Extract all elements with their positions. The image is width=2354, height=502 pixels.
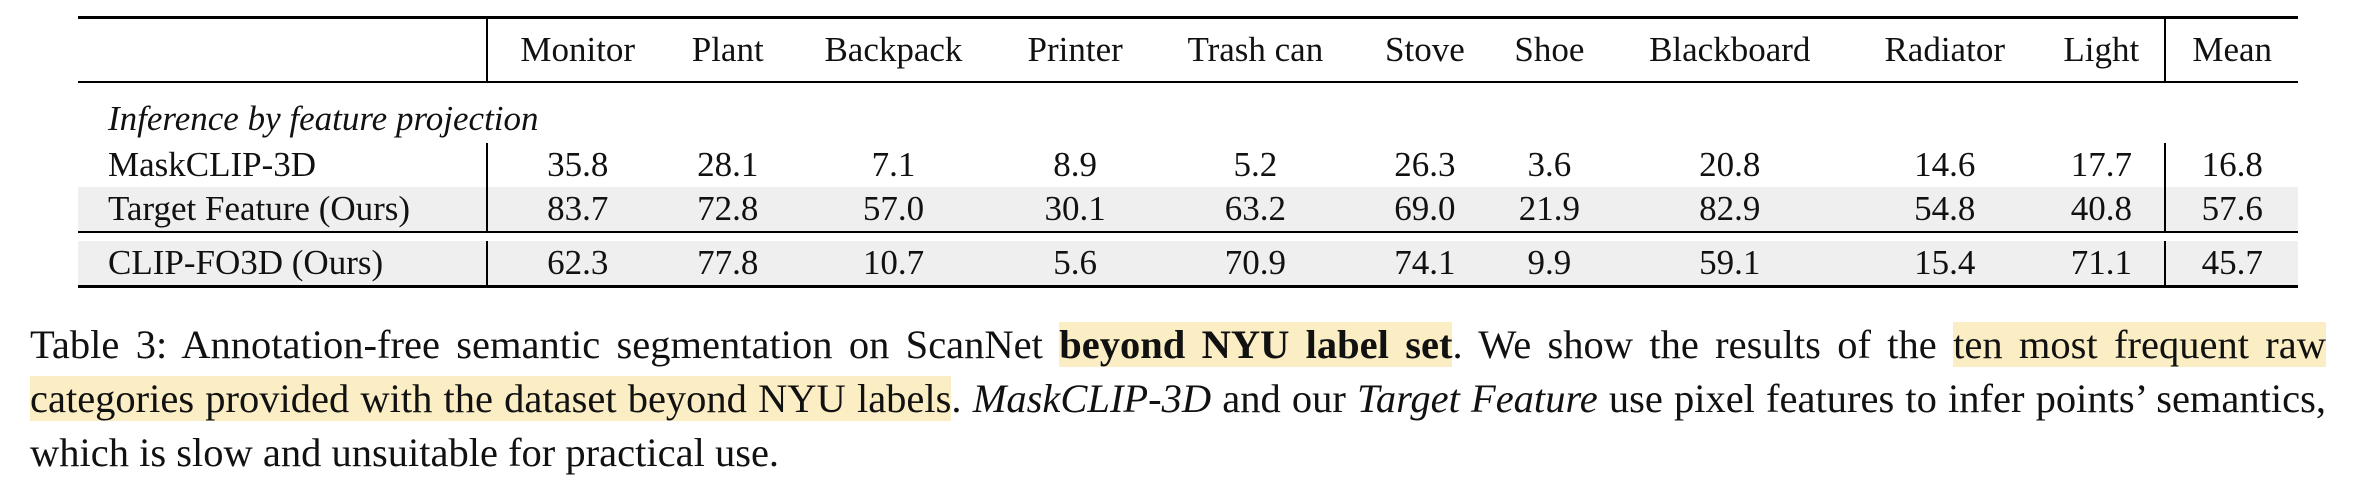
caption-text: . We show the results of the (1452, 322, 1954, 367)
value-cell: 20.8 (1699, 145, 1761, 184)
value-cell: 14.6 (1914, 145, 1976, 184)
section-label: Inference by feature projection (108, 99, 539, 138)
value-cell: 69.0 (1359, 187, 1491, 231)
caption-italic: Target Feature (1357, 376, 1598, 421)
value-cell: 7.1 (871, 145, 916, 184)
table-spacer (78, 232, 2298, 241)
value-cell: 82.9 (1608, 187, 1852, 231)
value-cell: 62.3 (485, 241, 668, 287)
value-cell: 83.7 (485, 187, 668, 231)
header-cell: Backpack (824, 30, 963, 69)
method-name: Target Feature (Ours) (78, 187, 487, 231)
value-cell: 54.8 (1851, 187, 2039, 231)
value-cell: 74.1 (1359, 241, 1491, 287)
header-cell: Printer (1027, 30, 1123, 69)
value-cell: 30.1 (998, 187, 1152, 231)
table-header-row: Monitor Plant Backpack Printer Trash can… (78, 17, 2298, 83)
value-cell: 63.2 (1151, 187, 1360, 231)
header-method-cell (78, 18, 487, 83)
value-cell: 70.9 (1151, 241, 1360, 287)
value-cell: 72.8 (667, 187, 788, 231)
table-row: MaskCLIP-3D 35.8 28.1 7.1 8.9 5.2 26.3 3… (78, 143, 2298, 187)
value-cell: 45.7 (2164, 241, 2298, 287)
spacer-cell (78, 232, 2298, 241)
table-caption: Table 3: Annotation-free semantic segmen… (30, 318, 2326, 480)
caption-text: Table 3: Annotation-free semantic segmen… (30, 322, 1060, 367)
value-cell: 15.4 (1851, 241, 2039, 287)
value-cell: 9.9 (1490, 241, 1609, 287)
value-cell: 5.6 (998, 241, 1152, 287)
value-cell: 57.6 (2164, 187, 2298, 231)
value-cell: 57.0 (787, 187, 999, 231)
value-cell: 26.3 (1394, 145, 1456, 184)
value-cell: 21.9 (1490, 187, 1609, 231)
header-cell: Trash can (1187, 30, 1324, 69)
header-cell: Monitor (485, 17, 668, 82)
value-cell: 3.6 (1527, 145, 1572, 184)
value-cell: 40.8 (2038, 187, 2166, 231)
value-cell: 8.9 (1053, 145, 1098, 184)
value-cell: 59.1 (1608, 241, 1852, 287)
value-cell: 10.7 (787, 241, 999, 287)
header-cell: Shoe (1514, 30, 1585, 69)
value-cell: 71.1 (2038, 241, 2166, 287)
method-name: MaskCLIP-3D (108, 145, 317, 184)
caption-text: . (951, 376, 973, 421)
value-cell: 35.8 (485, 143, 668, 187)
value-cell: 28.1 (697, 145, 759, 184)
header-cell: Blackboard (1649, 30, 1811, 69)
header-cell: Stove (1385, 30, 1465, 69)
caption-text: and our (1211, 376, 1358, 421)
header-cell: Radiator (1884, 30, 2005, 69)
value-cell: 16.8 (2164, 143, 2298, 187)
value-cell: 17.7 (2070, 145, 2132, 184)
value-cell: 77.8 (667, 241, 788, 287)
value-cell: 5.2 (1233, 145, 1278, 184)
header-cell: Plant (691, 30, 764, 69)
results-table: Monitor Plant Backpack Printer Trash can… (78, 16, 2298, 288)
caption-italic: MaskCLIP-3D (972, 376, 1212, 421)
header-cell: Mean (2164, 17, 2298, 82)
caption-highlight-bold: beyond NYU label set (1059, 322, 1453, 367)
table-row: Target Feature (Ours) 83.7 72.8 57.0 30.… (78, 187, 2298, 231)
header-cell: Light (2063, 30, 2140, 69)
table-row: CLIP-FO3D (Ours) 62.3 77.8 10.7 5.6 70.9… (78, 241, 2298, 287)
caption-text: use pixel features to infer points’ sema… (30, 376, 2327, 475)
method-name: CLIP-FO3D (Ours) (78, 241, 487, 287)
section-label-row: Inference by feature projection (78, 82, 2298, 143)
